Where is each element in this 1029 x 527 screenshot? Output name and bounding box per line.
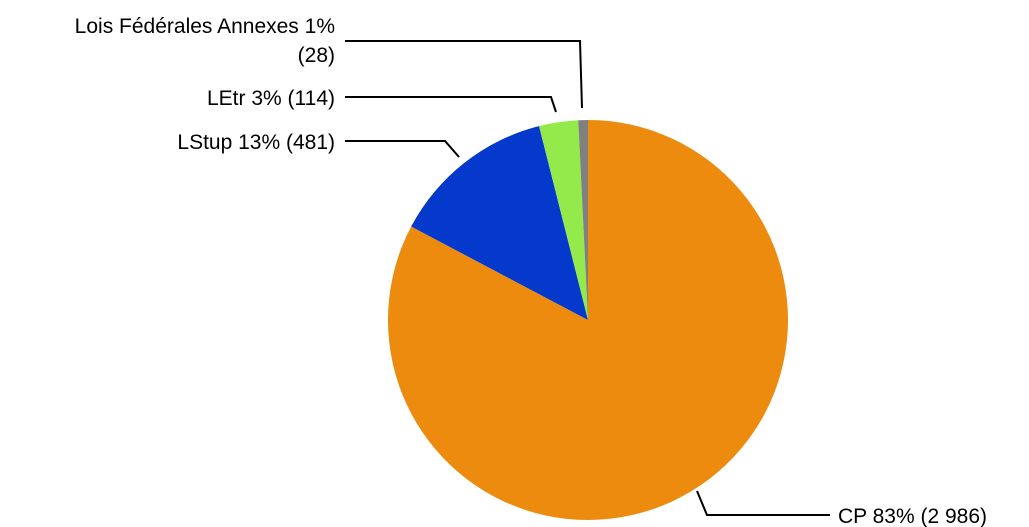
leader-line-cp — [696, 490, 830, 516]
leader-lines — [345, 40, 830, 516]
slice-labels: CP 83% (2 986) LStup 13% (481) LEtr 3% (… — [75, 15, 987, 527]
slice-label-letr: LEtr 3% (114) — [207, 87, 335, 110]
pie-slice-cp — [387, 120, 788, 520]
pie-slice-lstup — [411, 126, 588, 320]
leader-line-lois-federales-annexes — [345, 40, 583, 109]
pie-slice-lois-federales-annexes — [578, 120, 588, 320]
slice-label-lois-federales-annexes-line-2: (28) — [298, 44, 335, 67]
pie-slices — [387, 120, 788, 520]
slice-label-lstup: LStup 13% (481) — [177, 131, 335, 154]
pie-slice-letr — [539, 120, 588, 321]
leader-line-lstup — [345, 140, 460, 158]
leader-line-letr — [345, 96, 557, 113]
slice-label-lois-federales-annexes-line-1: Lois Fédérales Annexes 1% — [75, 15, 335, 38]
slice-label-cp: CP 83% (2 986) — [838, 505, 987, 527]
